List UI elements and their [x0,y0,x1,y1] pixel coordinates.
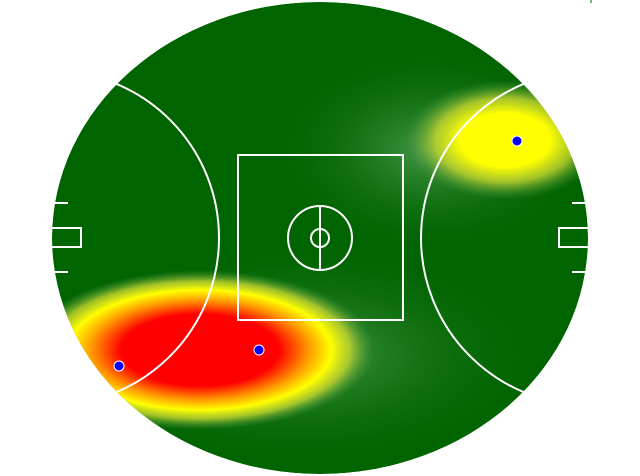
event-marker [253,344,265,356]
heat-zone-medium [405,80,588,200]
right-goal-square [558,227,588,248]
right-50m-arc [420,70,588,406]
heat-layer [52,2,588,474]
event-marker [511,135,523,147]
markers [113,135,523,372]
left-50m-arc [52,70,220,406]
event-marker [113,360,125,372]
centre-square [237,154,404,321]
heat-zone-high [52,270,375,430]
left-goal-square [52,227,82,248]
